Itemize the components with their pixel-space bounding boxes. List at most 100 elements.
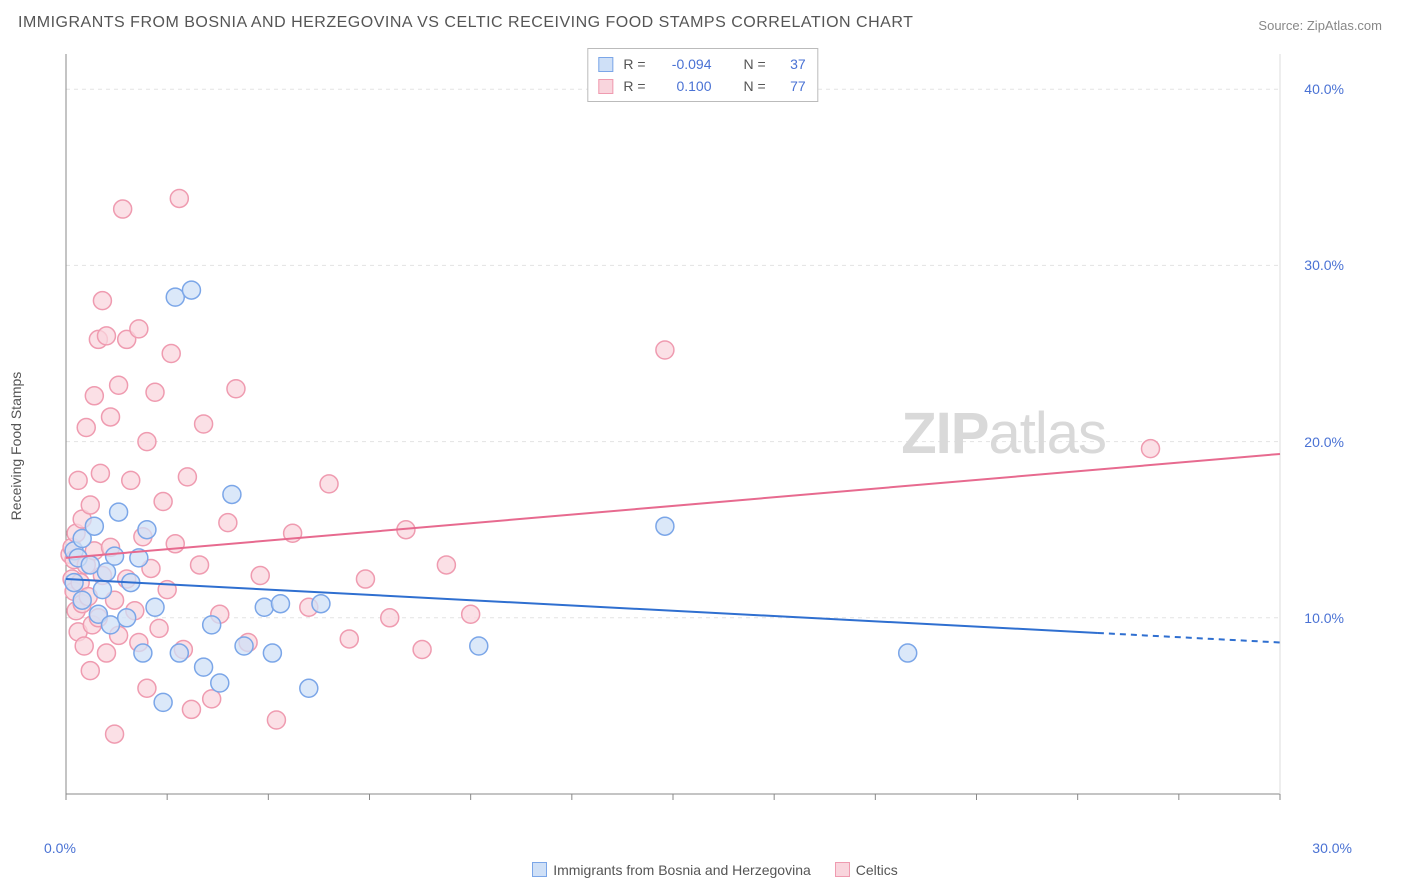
legend-n-label: N = xyxy=(744,53,766,75)
data-point xyxy=(138,679,156,697)
legend-n-value: 37 xyxy=(776,53,806,75)
data-point xyxy=(182,281,200,299)
data-point xyxy=(77,419,95,437)
data-point xyxy=(437,556,455,574)
data-point xyxy=(110,503,128,521)
data-point xyxy=(178,468,196,486)
data-point xyxy=(203,616,221,634)
data-point xyxy=(656,517,674,535)
legend-n-label: N = xyxy=(744,75,766,97)
data-point xyxy=(170,644,188,662)
correlation-legend: R = -0.094 N = 37 R = 0.100 N = 77 xyxy=(587,48,818,102)
legend-r-value: 0.100 xyxy=(656,75,712,97)
y-tick-label: 20.0% xyxy=(1304,434,1344,450)
data-point xyxy=(154,693,172,711)
legend-r-label: R = xyxy=(623,53,645,75)
plot-area xyxy=(56,44,1340,824)
data-point xyxy=(122,471,140,489)
data-point xyxy=(138,521,156,539)
data-point xyxy=(271,595,289,613)
data-point xyxy=(130,320,148,338)
data-point xyxy=(102,616,120,634)
data-point xyxy=(93,292,111,310)
y-tick-label: 10.0% xyxy=(1304,610,1344,626)
trend-line-extrapolated xyxy=(1098,633,1280,643)
data-point xyxy=(75,637,93,655)
data-point xyxy=(219,514,237,532)
series-label: Immigrants from Bosnia and Herzegovina xyxy=(553,862,811,878)
data-point xyxy=(162,345,180,363)
legend-r-value: -0.094 xyxy=(656,53,712,75)
x-series-legend: Immigrants from Bosnia and Herzegovina Ce… xyxy=(0,862,1406,878)
data-point xyxy=(235,637,253,655)
data-point xyxy=(182,700,200,718)
chart-title: IMMIGRANTS FROM BOSNIA AND HERZEGOVINA V… xyxy=(18,14,913,32)
data-point xyxy=(312,595,330,613)
data-point xyxy=(899,644,917,662)
data-point xyxy=(97,327,115,345)
data-point xyxy=(150,619,168,637)
data-point xyxy=(340,630,358,648)
legend-n-value: 77 xyxy=(776,75,806,97)
data-point xyxy=(470,637,488,655)
data-point xyxy=(166,288,184,306)
data-point xyxy=(91,464,109,482)
data-point xyxy=(81,662,99,680)
legend-swatch xyxy=(598,57,613,72)
data-point xyxy=(85,387,103,405)
data-point xyxy=(195,415,213,433)
data-point xyxy=(251,567,269,585)
data-point xyxy=(267,711,285,729)
data-point xyxy=(195,658,213,676)
data-point xyxy=(106,725,124,743)
data-point xyxy=(146,383,164,401)
data-point xyxy=(146,598,164,616)
data-point xyxy=(118,609,136,627)
data-point xyxy=(166,535,184,553)
x-tick-max: 30.0% xyxy=(1312,840,1352,856)
data-point xyxy=(114,200,132,218)
data-point xyxy=(73,591,91,609)
data-point xyxy=(97,644,115,662)
data-point xyxy=(1142,440,1160,458)
data-point xyxy=(381,609,399,627)
source-link[interactable]: ZipAtlas.com xyxy=(1307,18,1382,33)
x-tick-min: 0.0% xyxy=(44,840,76,856)
data-point xyxy=(69,471,87,489)
trend-line xyxy=(66,454,1280,558)
data-point xyxy=(656,341,674,359)
data-point xyxy=(320,475,338,493)
data-point xyxy=(170,189,188,207)
data-point xyxy=(134,644,152,662)
source-attribution: Source: ZipAtlas.com xyxy=(1258,18,1382,33)
y-axis-label: Receiving Food Stamps xyxy=(8,372,24,521)
data-point xyxy=(211,674,229,692)
source-label: Source: xyxy=(1258,18,1303,33)
data-point xyxy=(413,641,431,659)
data-point xyxy=(462,605,480,623)
legend-r-label: R = xyxy=(623,75,645,97)
y-tick-label: 30.0% xyxy=(1304,257,1344,273)
legend-row: R = 0.100 N = 77 xyxy=(598,75,805,97)
data-point xyxy=(81,496,99,514)
data-point xyxy=(65,574,83,592)
data-point xyxy=(93,581,111,599)
data-point xyxy=(191,556,209,574)
data-point xyxy=(223,485,241,503)
data-point xyxy=(255,598,273,616)
series-label: Celtics xyxy=(856,862,898,878)
data-point xyxy=(102,408,120,426)
data-point xyxy=(263,644,281,662)
data-point xyxy=(110,376,128,394)
data-point xyxy=(138,433,156,451)
series-swatch xyxy=(532,862,547,877)
series-swatch xyxy=(835,862,850,877)
data-point xyxy=(356,570,374,588)
y-tick-label: 40.0% xyxy=(1304,81,1344,97)
data-point xyxy=(106,547,124,565)
data-point xyxy=(85,517,103,535)
data-point xyxy=(81,556,99,574)
data-point xyxy=(227,380,245,398)
legend-row: R = -0.094 N = 37 xyxy=(598,53,805,75)
scatter-svg xyxy=(56,44,1340,824)
